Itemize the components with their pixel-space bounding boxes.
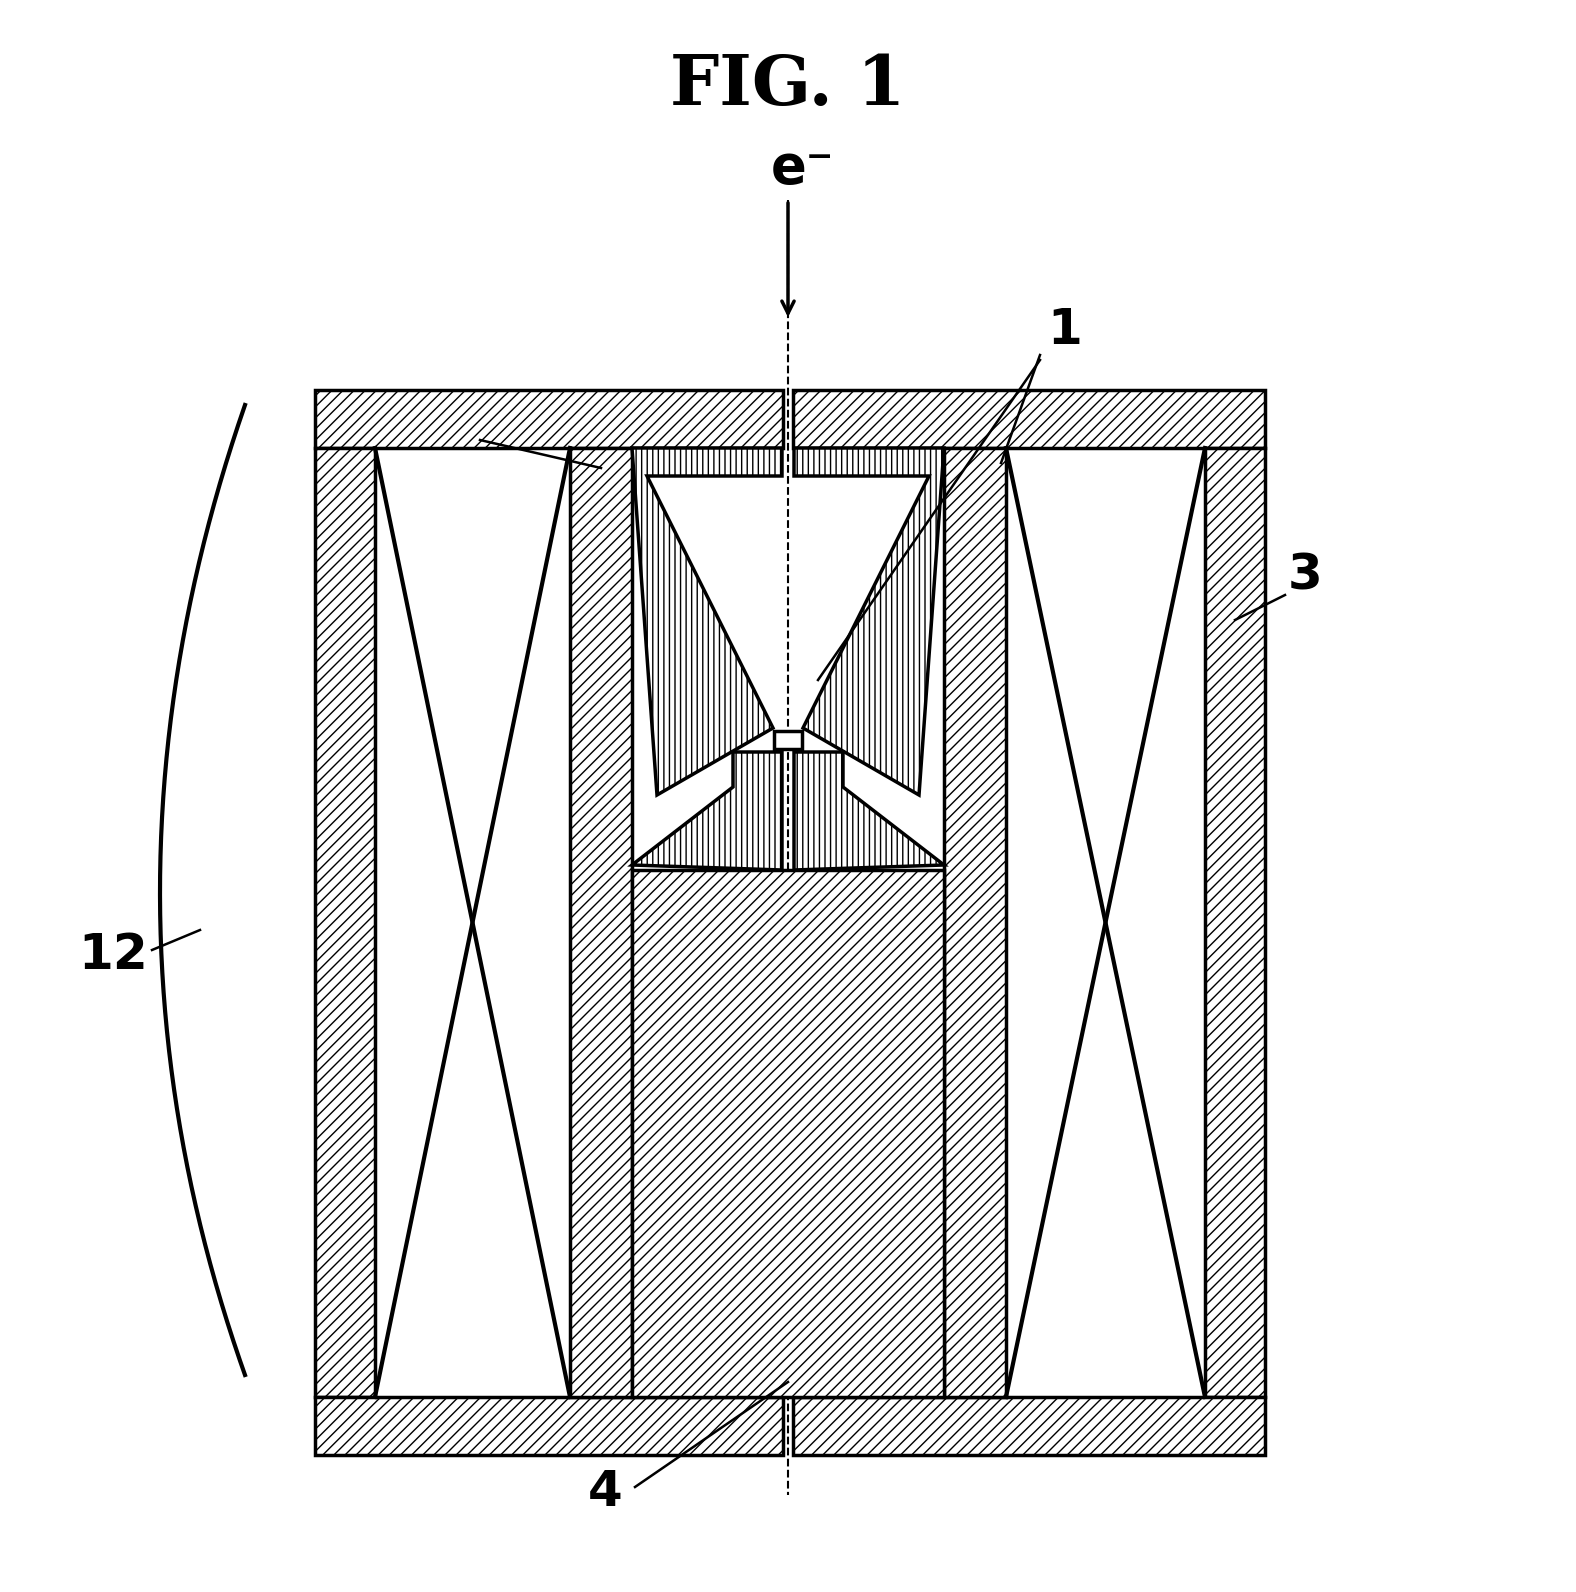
Polygon shape (632, 751, 782, 869)
Polygon shape (794, 447, 944, 794)
Polygon shape (794, 751, 944, 869)
Bar (632, 869, 944, 1398)
Text: 1: 1 (1048, 306, 1083, 353)
Bar (944, 447, 1005, 1398)
Bar (774, 731, 802, 748)
Bar (793, 390, 1266, 447)
Text: 3: 3 (1288, 551, 1322, 599)
Bar (315, 447, 375, 1398)
Bar (571, 447, 632, 1398)
Bar (315, 390, 783, 447)
Text: 12: 12 (79, 931, 148, 979)
Text: FIG. 1: FIG. 1 (670, 53, 906, 119)
Text: 2: 2 (435, 393, 470, 443)
Bar (1206, 447, 1266, 1398)
Bar (793, 1398, 1266, 1455)
Polygon shape (632, 447, 782, 794)
Text: 4: 4 (588, 1468, 623, 1516)
Bar (315, 1398, 783, 1455)
Text: e⁻: e⁻ (771, 142, 835, 194)
